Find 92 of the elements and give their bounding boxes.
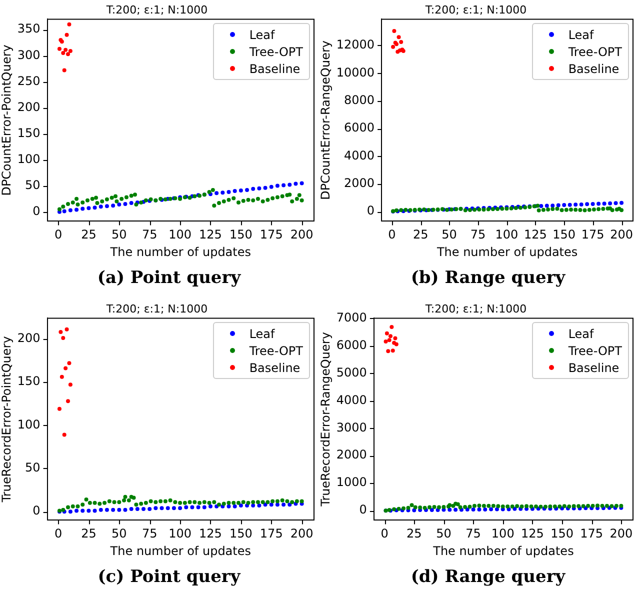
- x-tick-label: 100: [168, 228, 192, 242]
- x-axis-title: The number of updates: [436, 244, 578, 259]
- y-tick-label: 100: [17, 417, 40, 432]
- x-tick-label: 175: [580, 526, 604, 541]
- text: (d) Range query: [410, 567, 566, 587]
- x-tick-label: 75: [466, 526, 481, 541]
- x-tick-label: 0: [388, 228, 396, 242]
- y-tick-label: 2000: [344, 176, 375, 190]
- x-tick-label: 100: [491, 526, 514, 541]
- y-tick-label: 5000: [336, 365, 367, 380]
- x-tick-label: 50: [112, 228, 127, 242]
- x-axis-title: The number of updates: [109, 244, 252, 259]
- x-tick-label: 200: [290, 526, 314, 541]
- y-tick-label: 150: [17, 374, 40, 388]
- y-tick-label: 1000: [336, 475, 367, 490]
- y-tick-label: 4000: [344, 148, 375, 162]
- y-tick-label: 50: [25, 460, 40, 475]
- y-tick-label: 6000: [344, 120, 375, 135]
- x-tick-label: 75: [142, 526, 158, 541]
- y-tick-label: 12000: [336, 38, 375, 52]
- x-tick-label: 0: [380, 526, 388, 541]
- legend-label: Baseline: [568, 62, 620, 76]
- text: (c) Point query: [96, 567, 242, 587]
- y-tick-label: 350: [17, 22, 40, 36]
- x-tick-label: 75: [142, 228, 158, 242]
- y-tick-label: 2000: [336, 448, 367, 462]
- x-tick-label: 175: [260, 526, 283, 541]
- x-tick-label: 25: [81, 228, 96, 242]
- x-tick-label: 150: [229, 228, 252, 242]
- legend-label: Tree-OPT: [249, 344, 303, 358]
- x-tick-label: 200: [290, 228, 314, 242]
- x-tick-label: 125: [199, 228, 222, 242]
- legend-label: Leaf: [249, 326, 275, 341]
- text: (a) Point query: [96, 268, 242, 288]
- chart-title: T:200; ε:1; N:1000: [424, 302, 527, 316]
- text: (b) Range query: [410, 268, 566, 288]
- y-tick-label: 250: [17, 74, 40, 88]
- x-axis-title: The number of updates: [432, 544, 574, 558]
- y-tick-label: 200: [17, 331, 40, 346]
- x-tick-label: 50: [112, 526, 127, 541]
- y-tick-label: 7000: [336, 310, 367, 324]
- legend-label: Leaf: [568, 28, 594, 42]
- chart-title: T:200; ε:1; N:1000: [424, 3, 527, 16]
- x-tick-label: 0: [54, 526, 62, 541]
- y-axis-title: DPCountError-RangeQuery: [318, 40, 332, 200]
- y-axis-title: TrueRecordError-RangeQuery: [318, 332, 332, 508]
- x-axis-title: The number of updates: [109, 544, 252, 558]
- legend-label: Baseline: [568, 360, 620, 375]
- x-tick-label: 100: [168, 526, 192, 541]
- y-tick-label: 0: [359, 502, 367, 517]
- x-tick-label: 150: [552, 228, 576, 242]
- x-tick-label: 50: [442, 228, 457, 242]
- x-tick-label: 75: [470, 228, 486, 242]
- legend-label: Tree-OPT: [249, 44, 303, 59]
- y-tick-label: 150: [17, 126, 40, 140]
- legend-label: Baseline: [249, 360, 300, 375]
- x-tick-label: 25: [406, 526, 422, 541]
- legend-label: Baseline: [249, 62, 300, 76]
- y-axis-title: DPCountError-PointQuery: [0, 44, 14, 196]
- legend-label: Leaf: [249, 28, 275, 42]
- y-tick-label: 0: [32, 504, 40, 518]
- y-tick-label: 0: [32, 204, 40, 218]
- legend-label: Tree-OPT: [568, 344, 622, 358]
- x-tick-label: 200: [610, 228, 633, 242]
- y-tick-label: 8000: [344, 92, 375, 107]
- y-tick-label: 0: [366, 204, 375, 218]
- legend-label: Leaf: [568, 326, 594, 341]
- y-tick-label: 4000: [336, 392, 367, 407]
- x-tick-label: 150: [550, 526, 574, 541]
- legend-label: Tree-OPT: [568, 44, 622, 59]
- y-tick-label: 3000: [336, 420, 367, 434]
- x-tick-label: 0: [54, 228, 62, 242]
- y-axis-title: TrueRecordError-PointQuery: [0, 336, 14, 504]
- y-tick-label: 10000: [336, 65, 375, 80]
- y-tick-label: 300: [17, 48, 40, 62]
- x-tick-label: 150: [229, 526, 252, 541]
- x-tick-label: 125: [199, 526, 222, 541]
- x-tick-label: 125: [524, 228, 547, 242]
- chart-title: T:200; ε:1; N:1000: [105, 3, 208, 16]
- x-tick-label: 50: [436, 526, 452, 541]
- y-tick-label: 200: [17, 100, 40, 114]
- x-tick-label: 25: [81, 526, 96, 541]
- chart-title: T:200; ε:1; N:1000: [105, 302, 208, 316]
- x-tick-label: 100: [495, 228, 518, 242]
- y-tick-label: 50: [25, 178, 40, 192]
- x-tick-label: 200: [610, 526, 633, 541]
- x-tick-label: 25: [412, 228, 428, 242]
- y-tick-label: 100: [17, 152, 40, 166]
- x-tick-label: 175: [260, 228, 283, 242]
- x-tick-label: 125: [521, 526, 544, 541]
- x-tick-label: 175: [581, 228, 604, 242]
- y-tick-label: 6000: [336, 338, 367, 352]
